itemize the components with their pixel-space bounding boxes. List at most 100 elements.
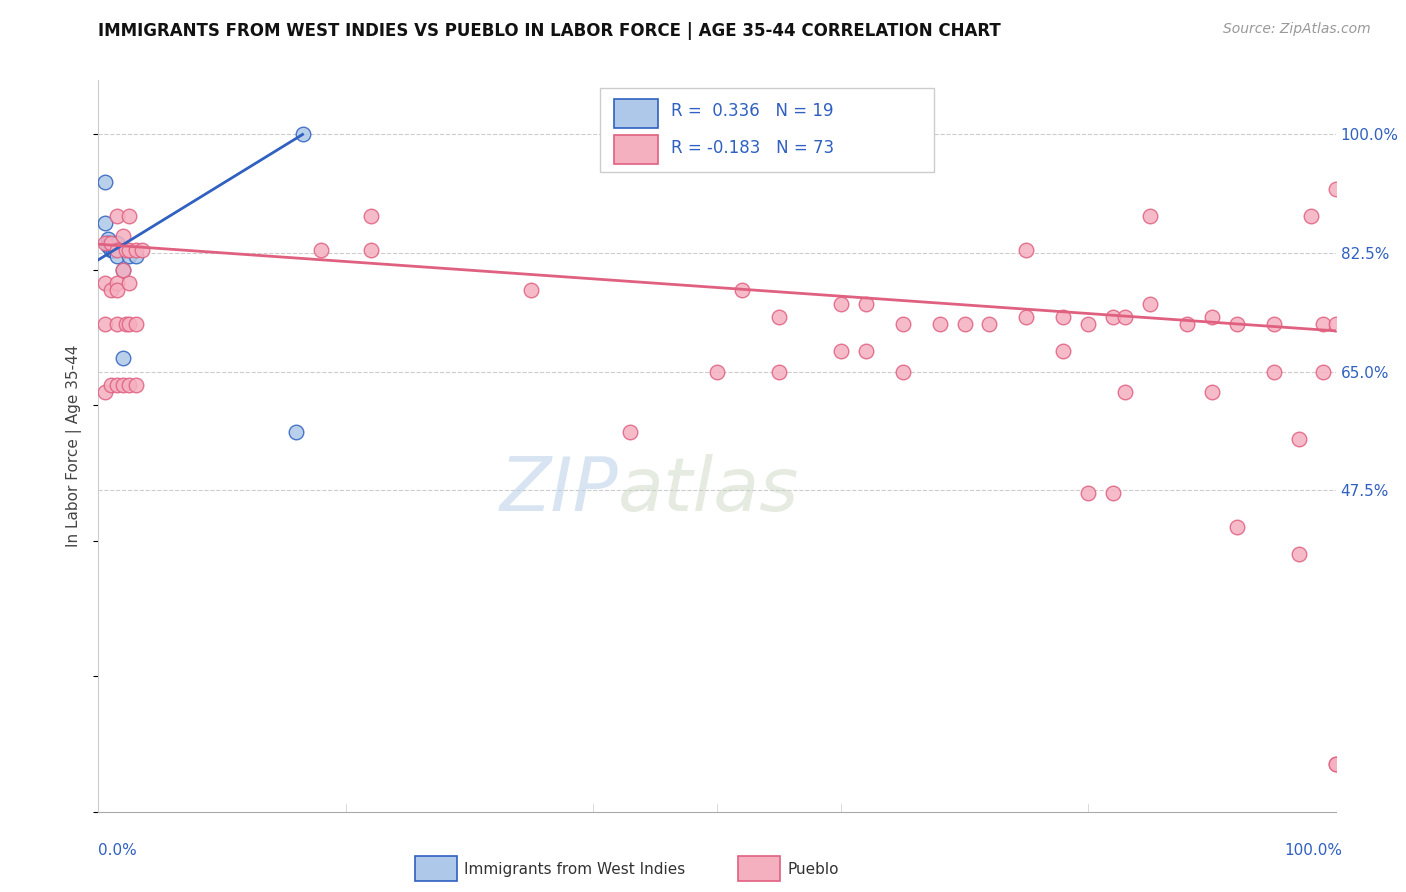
- Point: [1263, 317, 1285, 331]
- Point: [855, 297, 877, 311]
- Point: [1102, 310, 1125, 325]
- Point: [1226, 520, 1249, 534]
- Point: [1139, 209, 1161, 223]
- Point: [112, 263, 135, 277]
- Point: [768, 310, 790, 325]
- Point: [731, 283, 754, 297]
- Point: [103, 239, 125, 253]
- Point: [1324, 317, 1347, 331]
- Point: [706, 364, 728, 378]
- Point: [105, 209, 128, 223]
- Point: [114, 317, 136, 331]
- Point: [105, 249, 128, 263]
- Point: [1263, 364, 1285, 378]
- Point: [1175, 317, 1198, 331]
- Point: [124, 317, 146, 331]
- Text: Source: ZipAtlas.com: Source: ZipAtlas.com: [1223, 22, 1371, 37]
- Point: [309, 243, 332, 257]
- Point: [360, 209, 382, 223]
- Point: [1324, 757, 1347, 772]
- Text: R =  0.336   N = 19: R = 0.336 N = 19: [671, 102, 834, 120]
- Point: [124, 378, 146, 392]
- Point: [93, 175, 115, 189]
- Point: [97, 235, 120, 250]
- Text: 0.0%: 0.0%: [98, 843, 138, 858]
- Point: [1324, 181, 1347, 195]
- Point: [105, 283, 128, 297]
- Point: [93, 317, 115, 331]
- Text: 100.0%: 100.0%: [1285, 843, 1343, 858]
- Point: [1299, 209, 1322, 223]
- Point: [855, 344, 877, 359]
- Point: [1052, 344, 1074, 359]
- Point: [1139, 297, 1161, 311]
- Point: [100, 239, 122, 253]
- FancyBboxPatch shape: [614, 136, 658, 164]
- Point: [100, 243, 122, 257]
- Point: [953, 317, 976, 331]
- Point: [93, 277, 115, 291]
- Point: [1324, 757, 1347, 772]
- Point: [103, 243, 125, 257]
- Point: [118, 249, 141, 263]
- Point: [830, 297, 852, 311]
- Point: [1052, 310, 1074, 325]
- Point: [285, 425, 308, 440]
- Point: [93, 215, 115, 229]
- Point: [93, 384, 115, 399]
- Point: [1114, 384, 1136, 399]
- Point: [118, 277, 141, 291]
- Point: [979, 317, 1001, 331]
- Point: [131, 243, 153, 257]
- Point: [124, 243, 146, 257]
- Point: [118, 317, 141, 331]
- Text: Pueblo: Pueblo: [787, 863, 839, 877]
- Text: Immigrants from West Indies: Immigrants from West Indies: [464, 863, 685, 877]
- Point: [118, 378, 141, 392]
- Y-axis label: In Labor Force | Age 35-44: In Labor Force | Age 35-44: [66, 345, 83, 547]
- Point: [105, 317, 128, 331]
- Point: [1077, 486, 1099, 500]
- Point: [830, 344, 852, 359]
- Point: [103, 243, 125, 257]
- Point: [1201, 384, 1223, 399]
- Point: [118, 209, 141, 223]
- Text: ZIP: ZIP: [499, 454, 619, 526]
- Point: [1226, 317, 1249, 331]
- Point: [112, 378, 135, 392]
- Text: atlas: atlas: [619, 454, 800, 526]
- Point: [124, 249, 146, 263]
- Point: [100, 378, 122, 392]
- Point: [928, 317, 950, 331]
- Point: [1312, 317, 1334, 331]
- Point: [100, 283, 122, 297]
- Point: [291, 128, 314, 142]
- Point: [100, 235, 122, 250]
- FancyBboxPatch shape: [614, 99, 658, 128]
- Point: [891, 364, 914, 378]
- Point: [114, 243, 136, 257]
- Point: [93, 235, 115, 250]
- Point: [1102, 486, 1125, 500]
- Point: [1288, 547, 1310, 561]
- Point: [768, 364, 790, 378]
- Point: [1077, 317, 1099, 331]
- Point: [619, 425, 641, 440]
- Point: [105, 243, 128, 257]
- Point: [520, 283, 543, 297]
- Point: [105, 277, 128, 291]
- Point: [1114, 310, 1136, 325]
- Point: [97, 232, 120, 246]
- Point: [1201, 310, 1223, 325]
- Point: [118, 243, 141, 257]
- Point: [100, 239, 122, 253]
- Point: [1312, 364, 1334, 378]
- Point: [360, 243, 382, 257]
- Point: [112, 351, 135, 365]
- Point: [97, 239, 120, 253]
- Text: IMMIGRANTS FROM WEST INDIES VS PUEBLO IN LABOR FORCE | AGE 35-44 CORRELATION CHA: IMMIGRANTS FROM WEST INDIES VS PUEBLO IN…: [98, 22, 1001, 40]
- Point: [105, 378, 128, 392]
- Point: [112, 263, 135, 277]
- FancyBboxPatch shape: [599, 87, 934, 171]
- Point: [105, 235, 128, 250]
